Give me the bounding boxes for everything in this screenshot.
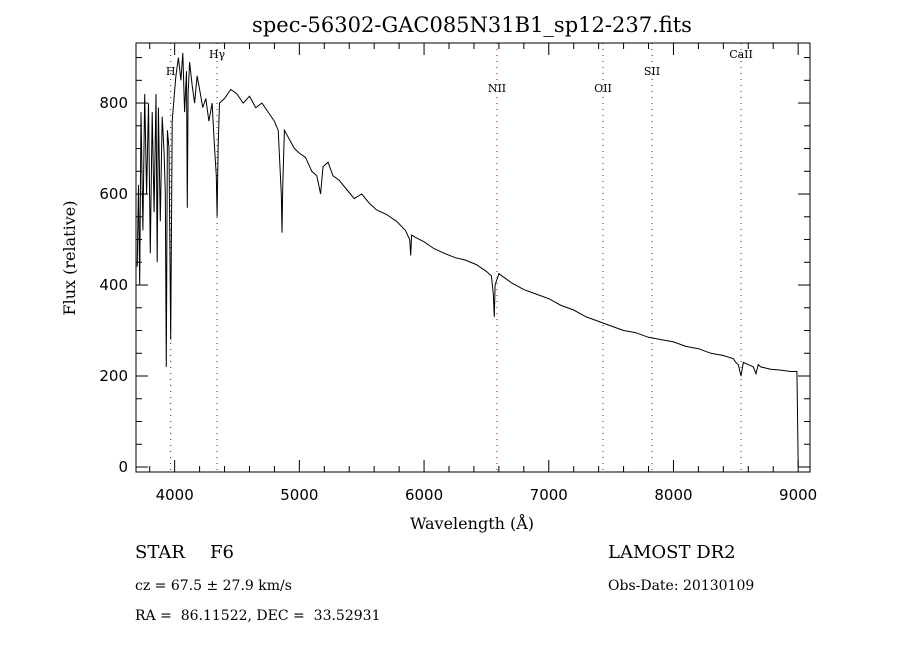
y-tick-label: 0 [118,458,128,476]
x-tick-label: 7000 [530,486,568,504]
object-class: STAR [135,542,185,563]
x-tick-label: 6000 [405,486,443,504]
x-tick-label: 4000 [156,486,194,504]
y-tick-label: 800 [99,94,128,112]
y-tick-label: 600 [99,185,128,203]
x-tick-label: 8000 [654,486,692,504]
survey-name: LAMOST DR2 [608,542,736,563]
marker-label: NII [488,82,506,95]
spectrum-line [136,52,799,468]
y-axis-label: Flux (relative) [60,201,79,316]
redshift-text: cz = 67.5 ± 27.9 km/s [135,578,292,594]
line-markers: H Hγ NII OII SII CaII [166,43,753,472]
y-tick-label: 400 [99,276,128,294]
x-tick-label: 9000 [779,486,817,504]
marker-label: Hγ [209,48,226,61]
plot-frame [135,42,811,473]
chart-title: spec-56302-GAC085N31B1_sp12-237.fits [252,13,692,37]
marker-label: SII [644,65,660,78]
marker-label: OII [594,82,612,95]
coordinates-text: RA = 86.11522, DEC = 33.52931 [135,608,380,624]
marker-label: H [166,65,176,78]
obs-date: Obs-Date: 20130109 [608,578,754,594]
marker-label: CaII [729,48,753,61]
y-tick-label: 200 [99,367,128,385]
object-subclass: F6 [210,542,234,563]
x-axis-label: Wavelength (Å) [410,513,534,533]
axis-ticks: 4000 5000 6000 7000 8000 9000 0 200 400 600 800 [99,43,817,504]
x-tick-label: 5000 [280,486,318,504]
